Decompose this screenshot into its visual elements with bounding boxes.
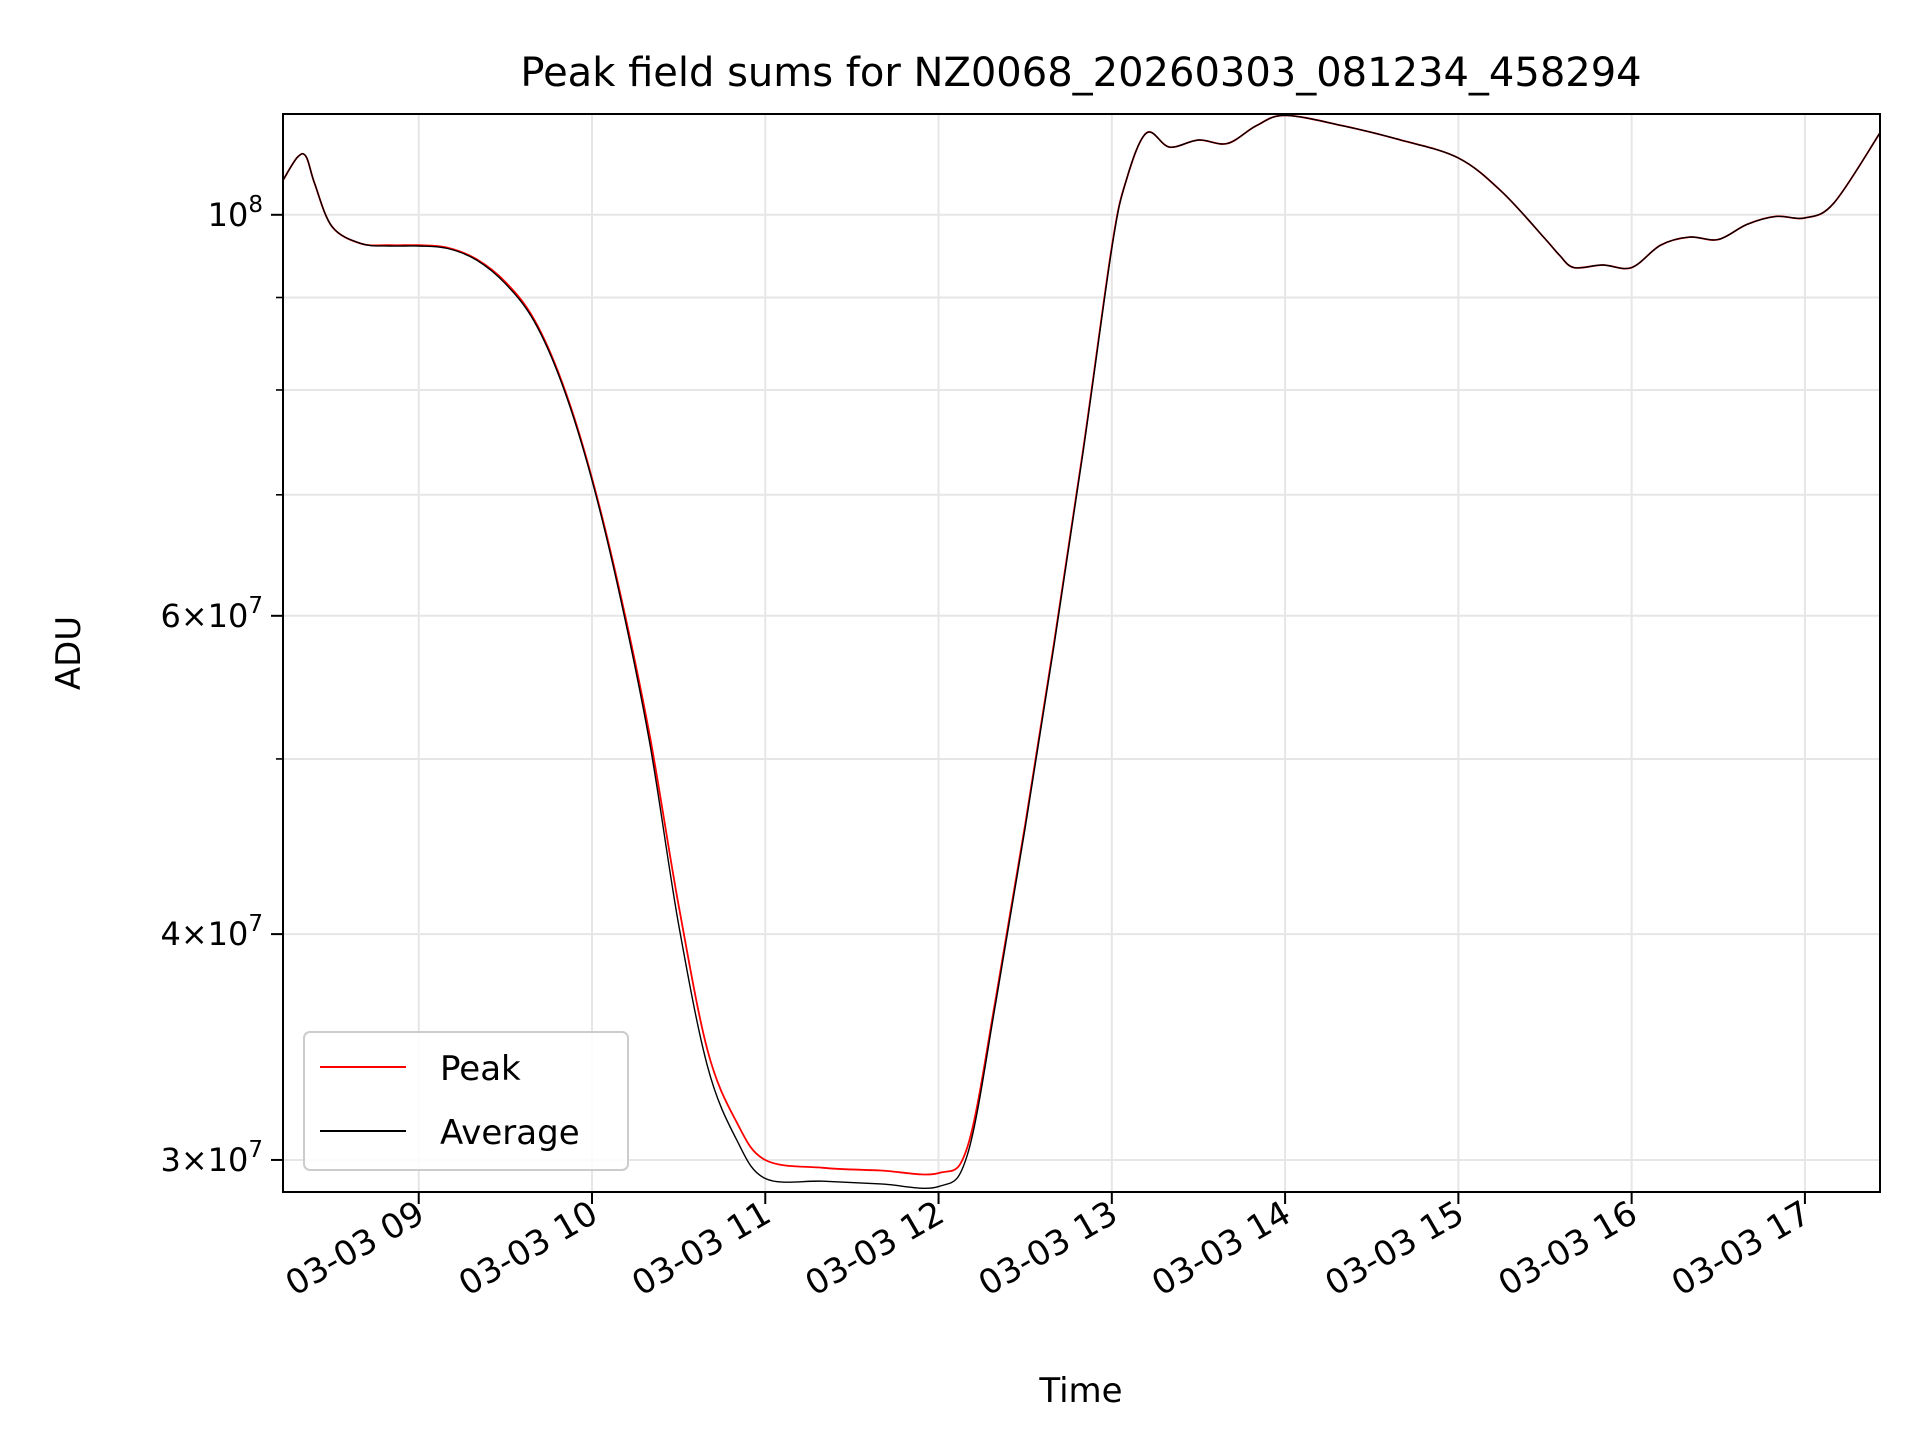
y-axis-label: ADU: [49, 616, 89, 690]
grid: [283, 114, 1880, 1192]
chart-title: Peak field sums for NZ0068_20260303_0812…: [520, 50, 1641, 96]
x-axis-label: Time: [1038, 1371, 1122, 1411]
plot-frame: [282, 113, 1881, 1193]
legend-label-average: Average: [440, 1113, 580, 1153]
legend: Peak Average: [303, 1031, 629, 1171]
y-tick-label: 6×107: [160, 593, 263, 635]
series-layer: [282, 114, 1881, 1190]
legend-label-peak: Peak: [440, 1049, 521, 1089]
y-tick-label: 3×107: [160, 1137, 263, 1179]
y-tick-label: 4×107: [160, 911, 263, 953]
series-line-average: [282, 114, 1881, 1190]
